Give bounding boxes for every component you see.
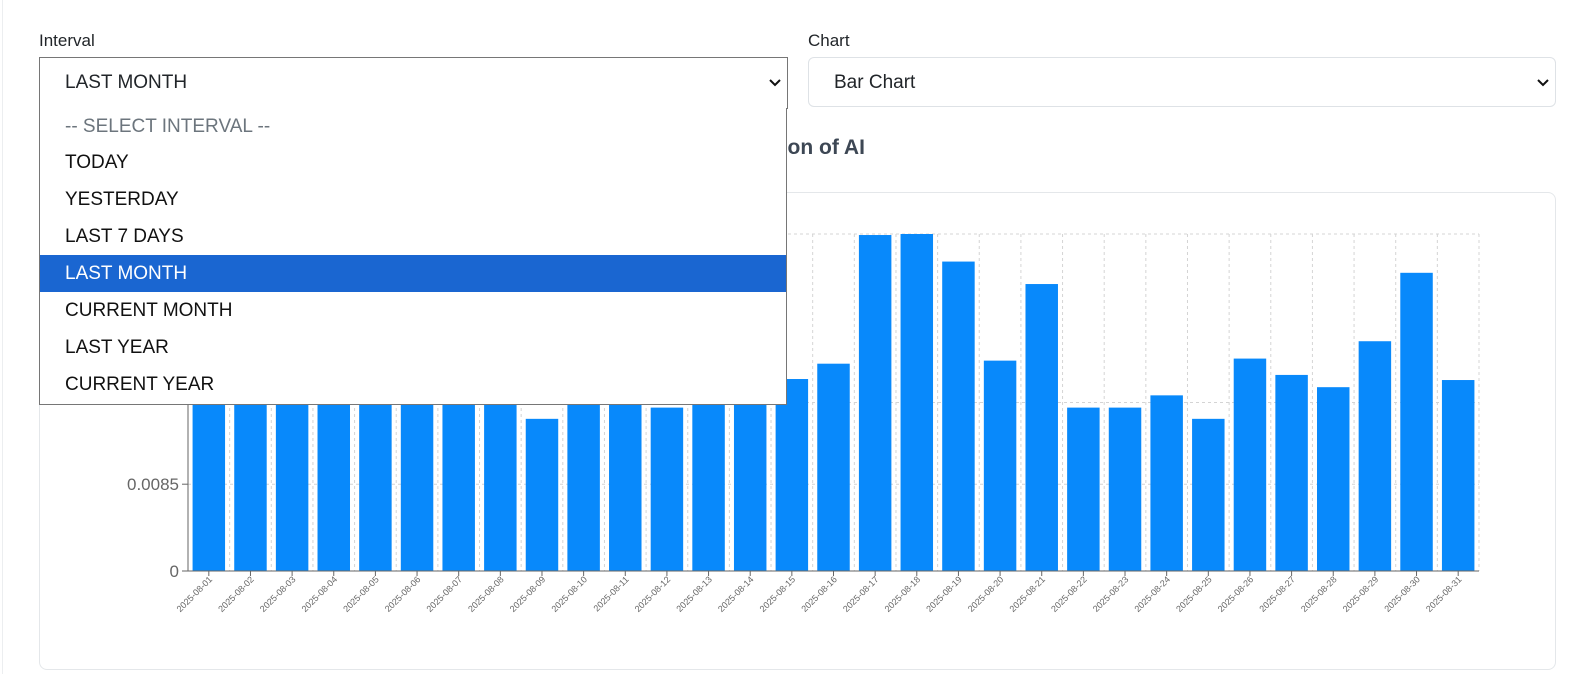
x-tick-label: 2025-08-04: [300, 574, 340, 614]
chart-type-selected-value: Bar Chart: [834, 72, 916, 93]
bar-2025-08-21: [1025, 284, 1058, 571]
x-tick-label: 2025-08-13: [674, 574, 714, 614]
interval-label: Interval: [39, 31, 95, 50]
bar-2025-08-15: [775, 379, 809, 571]
y-tick-label: 0.0085: [127, 475, 179, 494]
bar-2025-08-04: [317, 404, 350, 571]
x-tick-label: 2025-08-07: [424, 574, 464, 614]
bar-2025-08-02: [234, 404, 267, 571]
chart-label: Chart: [808, 31, 850, 50]
interval-option-current-year[interactable]: CURRENT YEAR: [65, 374, 215, 395]
interval-option-yesterday[interactable]: YESTERDAY: [65, 189, 179, 210]
x-tick-label: 2025-08-24: [1132, 574, 1172, 614]
bar-2025-08-20: [983, 360, 1017, 571]
bar-2025-08-07: [442, 404, 475, 571]
interval-option-today[interactable]: TODAY: [65, 152, 129, 173]
bar-2025-08-23: [1108, 407, 1142, 571]
x-tick-label: 2025-08-26: [1216, 574, 1256, 614]
bar-2025-08-09: [525, 418, 559, 571]
bar-2025-08-06: [400, 404, 434, 571]
x-tick-label: 2025-08-20: [966, 574, 1006, 614]
bar-2025-08-16: [817, 363, 850, 571]
interval-option-last-year[interactable]: LAST YEAR: [65, 337, 169, 358]
bar-2025-08-03: [275, 404, 309, 571]
bar-2025-08-18: [900, 234, 934, 571]
bar-2025-08-24: [1150, 395, 1183, 571]
x-tick-label: 2025-08-31: [1424, 574, 1464, 614]
bar-2025-08-08: [484, 404, 517, 571]
x-tick-label: 2025-08-27: [1257, 574, 1297, 614]
interval-option-last-month[interactable]: LAST MONTH: [40, 255, 786, 292]
bar-2025-08-31: [1441, 380, 1475, 571]
x-tick-label: 2025-08-16: [799, 574, 839, 614]
x-tick-label: 2025-08-18: [883, 574, 923, 614]
bar-2025-08-22: [1067, 407, 1100, 571]
x-tick-label: 2025-08-25: [1174, 574, 1214, 614]
x-tick-label: 2025-08-12: [633, 574, 673, 614]
bar-2025-08-28: [1317, 387, 1350, 571]
x-tick-label: 2025-08-30: [1382, 574, 1422, 614]
bar-2025-08-27: [1275, 374, 1308, 571]
bar-2025-08-14: [733, 404, 767, 571]
x-tick-label: 2025-08-05: [341, 574, 381, 614]
bar-2025-08-17: [858, 235, 892, 571]
x-tick-label: 2025-08-15: [758, 574, 798, 614]
interval-option-current-month[interactable]: CURRENT MONTH: [65, 300, 233, 321]
x-tick-label: 2025-08-17: [841, 574, 881, 614]
x-tick-label: 2025-08-14: [716, 574, 756, 614]
bar-2025-08-30: [1400, 272, 1433, 571]
chevron-down-icon: [769, 58, 781, 108]
bar-2025-08-29: [1358, 341, 1392, 571]
interval-option-last-7-days[interactable]: LAST 7 DAYS: [65, 226, 184, 247]
interval-option-placeholder[interactable]: -- SELECT INTERVAL --: [65, 116, 271, 137]
interval-selected-value: LAST MONTH: [65, 72, 188, 93]
x-tick-label: 2025-08-22: [1049, 574, 1089, 614]
bar-2025-08-13: [692, 404, 725, 571]
chevron-down-icon: [1537, 58, 1549, 108]
interval-select[interactable]: LAST MONTH: [39, 57, 788, 109]
chart-type-select[interactable]: Bar Chart: [808, 57, 1556, 107]
bar-2025-08-26: [1233, 358, 1267, 571]
bar-2025-08-05: [359, 404, 392, 571]
x-tick-label: 2025-08-19: [924, 574, 964, 614]
bar-2025-08-19: [942, 261, 975, 571]
x-tick-label: 2025-08-08: [466, 574, 506, 614]
x-tick-label: 2025-08-23: [1091, 574, 1131, 614]
x-tick-label: 2025-08-11: [592, 574, 631, 613]
y-tick-label: 0: [170, 562, 179, 581]
x-tick-label: 2025-08-28: [1299, 574, 1339, 614]
x-tick-label: 2025-08-03: [258, 574, 298, 614]
x-tick-label: 2025-08-10: [549, 574, 589, 614]
x-tick-label: 2025-08-09: [508, 574, 548, 614]
x-tick-label: 2025-08-02: [216, 574, 256, 614]
x-tick-label: 2025-08-01: [175, 574, 215, 614]
chart-card: 0 0.0085 2025-08-01 2025-08-02 2025-08-03 202…: [39, 192, 1556, 670]
bar-2025-08-10: [567, 404, 600, 571]
bar-2025-08-25: [1192, 418, 1225, 571]
bar-2025-08-01: [192, 404, 226, 571]
x-tick-label: 2025-08-21: [1008, 574, 1048, 614]
page-edge: [2, 0, 3, 674]
bar-2025-08-11: [609, 404, 642, 571]
bar-2025-08-12: [650, 407, 684, 571]
x-tick-label: 2025-08-06: [383, 574, 423, 614]
interval-dropdown-list[interactable]: -- SELECT INTERVAL -- TODAY YESTERDAY LA…: [39, 108, 787, 405]
x-tick-label: 2025-08-29: [1341, 574, 1381, 614]
